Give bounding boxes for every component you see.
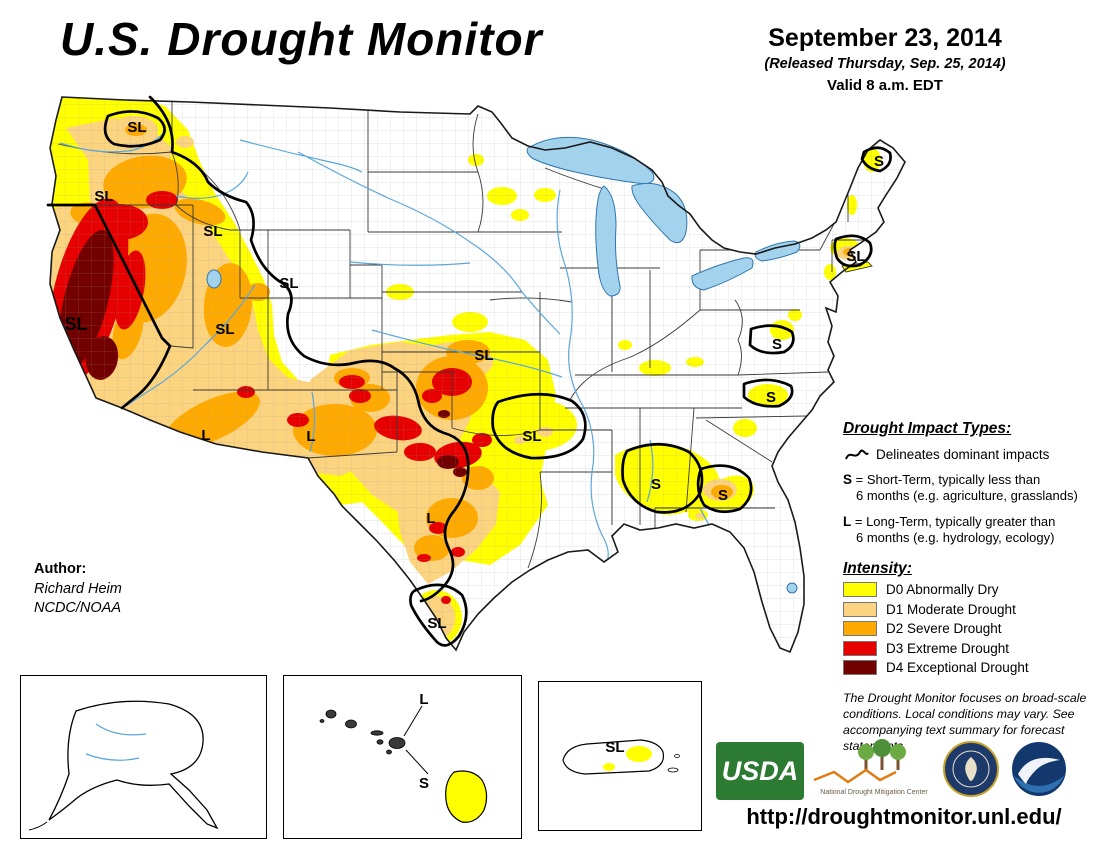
author-heading: Author: bbox=[34, 561, 87, 577]
hawaii-long-term-label: L bbox=[419, 691, 428, 708]
drought-monitor-url: http://droughtmonitor.unl.edu/ bbox=[746, 804, 1062, 829]
ndmc-label: National Drought Mitigation Center bbox=[820, 789, 928, 796]
map-label-georgia-alabama: S bbox=[718, 487, 728, 504]
puerto-rico-small-islands bbox=[667, 754, 680, 773]
hawaii-label-lines bbox=[403, 705, 429, 775]
drought-line-icon bbox=[813, 768, 897, 784]
short-term-code: S bbox=[843, 472, 853, 487]
puerto-rico-map: SL bbox=[562, 739, 680, 775]
hawaii-inset: L S bbox=[283, 675, 522, 839]
map-label-kansas: SL bbox=[474, 347, 493, 364]
intensity-heading: Intensity: bbox=[843, 559, 912, 577]
map-label-south-texas: SL bbox=[427, 615, 446, 632]
hawaii-islands bbox=[319, 709, 406, 755]
map-label-north-carolina: S bbox=[766, 389, 776, 406]
map-label-california: SL bbox=[64, 314, 87, 334]
date-block: September 23, 2014 (Released Thursday, S… bbox=[740, 24, 1030, 94]
map-label-virginia: S bbox=[772, 336, 782, 353]
big-island bbox=[445, 770, 488, 823]
map-label-maine: S bbox=[874, 153, 884, 170]
delineation-squiggle-icon bbox=[845, 449, 869, 459]
page-title: U.S. Drought Monitor bbox=[60, 13, 543, 65]
d0-swatch bbox=[843, 582, 877, 598]
d4-swatch bbox=[843, 660, 877, 676]
d2-swatch bbox=[843, 621, 877, 637]
intensity-row-d2: D2 Severe Drought bbox=[843, 621, 1097, 637]
release-date: (Released Thursday, Sep. 25, 2014) bbox=[764, 56, 1006, 72]
alaska-inset bbox=[20, 675, 267, 839]
us-outline bbox=[49, 96, 906, 654]
map-label-oregon: SL bbox=[94, 188, 113, 205]
puerto-rico-impact-label: SL bbox=[605, 739, 624, 756]
noaa-seal-icon bbox=[1012, 742, 1066, 796]
map-label-washington: SL bbox=[127, 119, 146, 136]
ndmc-logo: National Drought Mitigation Center bbox=[813, 739, 928, 796]
intensity-row-d0: D0 Abnormally Dry bbox=[843, 582, 1097, 598]
delineates-label: Delineates dominant impacts bbox=[876, 447, 1050, 462]
map-label-new-england: SL bbox=[846, 248, 865, 265]
aleutian-islands bbox=[28, 821, 48, 831]
short-term-definition: S = Short-Term, typically less than 6 mo… bbox=[843, 472, 1078, 504]
d3-swatch bbox=[843, 640, 877, 656]
map-label-new-mexico: L bbox=[306, 428, 315, 445]
map-label-texas: L bbox=[426, 510, 435, 527]
hawaii-short-term-label: S bbox=[419, 775, 429, 792]
author-block: Author: Richard Heim NCDC/NOAA bbox=[34, 560, 122, 619]
map-label-wyoming-utah: SL bbox=[279, 275, 298, 292]
map-label-utah: SL bbox=[215, 321, 234, 338]
legend-panel: Drought Impact Types: Delineates dominan… bbox=[843, 420, 1097, 755]
intensity-row-d4: D4 Exceptional Drought bbox=[843, 660, 1097, 676]
commerce-seal-icon bbox=[943, 741, 999, 797]
impact-types-heading: Drought Impact Types: bbox=[843, 420, 1012, 437]
long-term-definition: L = Long-Term, typically greater than 6 … bbox=[843, 513, 1056, 545]
intensity-row-d3: D3 Extreme Drought bbox=[843, 640, 1097, 656]
d1-swatch bbox=[843, 601, 877, 617]
hawaii-map: L S bbox=[319, 691, 488, 823]
tree-icons bbox=[858, 739, 906, 770]
map-label-missouri: SL bbox=[522, 428, 541, 445]
alaska-rivers bbox=[85, 723, 147, 761]
alaska-map bbox=[28, 700, 219, 831]
intensity-row-d1: D1 Moderate Drought bbox=[843, 601, 1097, 617]
alaska-outline bbox=[48, 700, 219, 830]
map-date: September 23, 2014 bbox=[768, 24, 1002, 52]
valid-time: Valid 8 a.m. EDT bbox=[827, 77, 943, 94]
long-term-code: L bbox=[843, 513, 852, 529]
map-label-georgia: S bbox=[651, 476, 661, 493]
author-org: NCDC/NOAA bbox=[34, 600, 122, 617]
impact-delineation-lines bbox=[46, 95, 892, 647]
puerto-rico-drought-areas bbox=[603, 746, 652, 771]
puerto-rico-inset: SL bbox=[538, 681, 702, 831]
map-label-idaho: SL bbox=[203, 223, 222, 240]
usda-logo: USDA bbox=[716, 742, 804, 800]
author-name: Richard Heim bbox=[34, 580, 122, 597]
map-label-arizona: L bbox=[201, 427, 210, 444]
